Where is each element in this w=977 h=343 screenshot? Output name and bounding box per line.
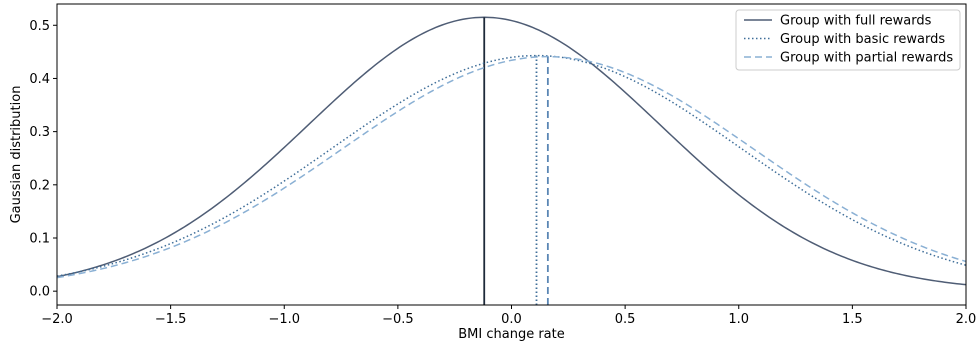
series-line <box>56 55 967 279</box>
x-tick-label: −1.0 <box>268 312 300 327</box>
y-tick-label: 0.4 <box>29 72 50 87</box>
x-tick-label: −1.5 <box>155 312 187 327</box>
x-tick-label: 1.5 <box>842 312 863 327</box>
plot-area <box>56 16 967 305</box>
x-tick-label: −0.5 <box>382 312 414 327</box>
x-tick-label: −2.0 <box>41 312 73 327</box>
legend-label: Group with partial rewards <box>780 51 953 66</box>
y-tick-label: 0.2 <box>29 178 50 193</box>
y-tick-label: 0.0 <box>29 285 50 300</box>
series-line <box>56 54 967 277</box>
x-tick-label: 0.5 <box>615 312 636 327</box>
legend-label: Group with full rewards <box>780 14 932 29</box>
series-line <box>56 16 967 286</box>
legend-box <box>735 9 961 71</box>
y-axis: 0.0 0.1 0.2 0.3 0.4 0.5 <box>29 19 57 300</box>
legend: Group with full rewards Group with basic … <box>735 9 961 71</box>
y-tick-label: 0.3 <box>29 125 50 140</box>
x-tick-label: 1.0 <box>728 312 749 327</box>
legend-label: Group with basic rewards <box>780 32 945 47</box>
y-tick-label: 0.1 <box>29 231 50 246</box>
x-axis: −2.0 −1.5 −1.0 −0.5 0.0 0.5 1.0 1.5 2.0 <box>41 305 976 327</box>
x-tick-label: 0.0 <box>501 312 522 327</box>
y-tick-label: 0.5 <box>29 19 50 34</box>
x-axis-label: BMI change rate <box>458 327 564 342</box>
x-tick-label: 2.0 <box>956 312 977 327</box>
y-axis-label: Gaussian distribution <box>9 86 24 224</box>
